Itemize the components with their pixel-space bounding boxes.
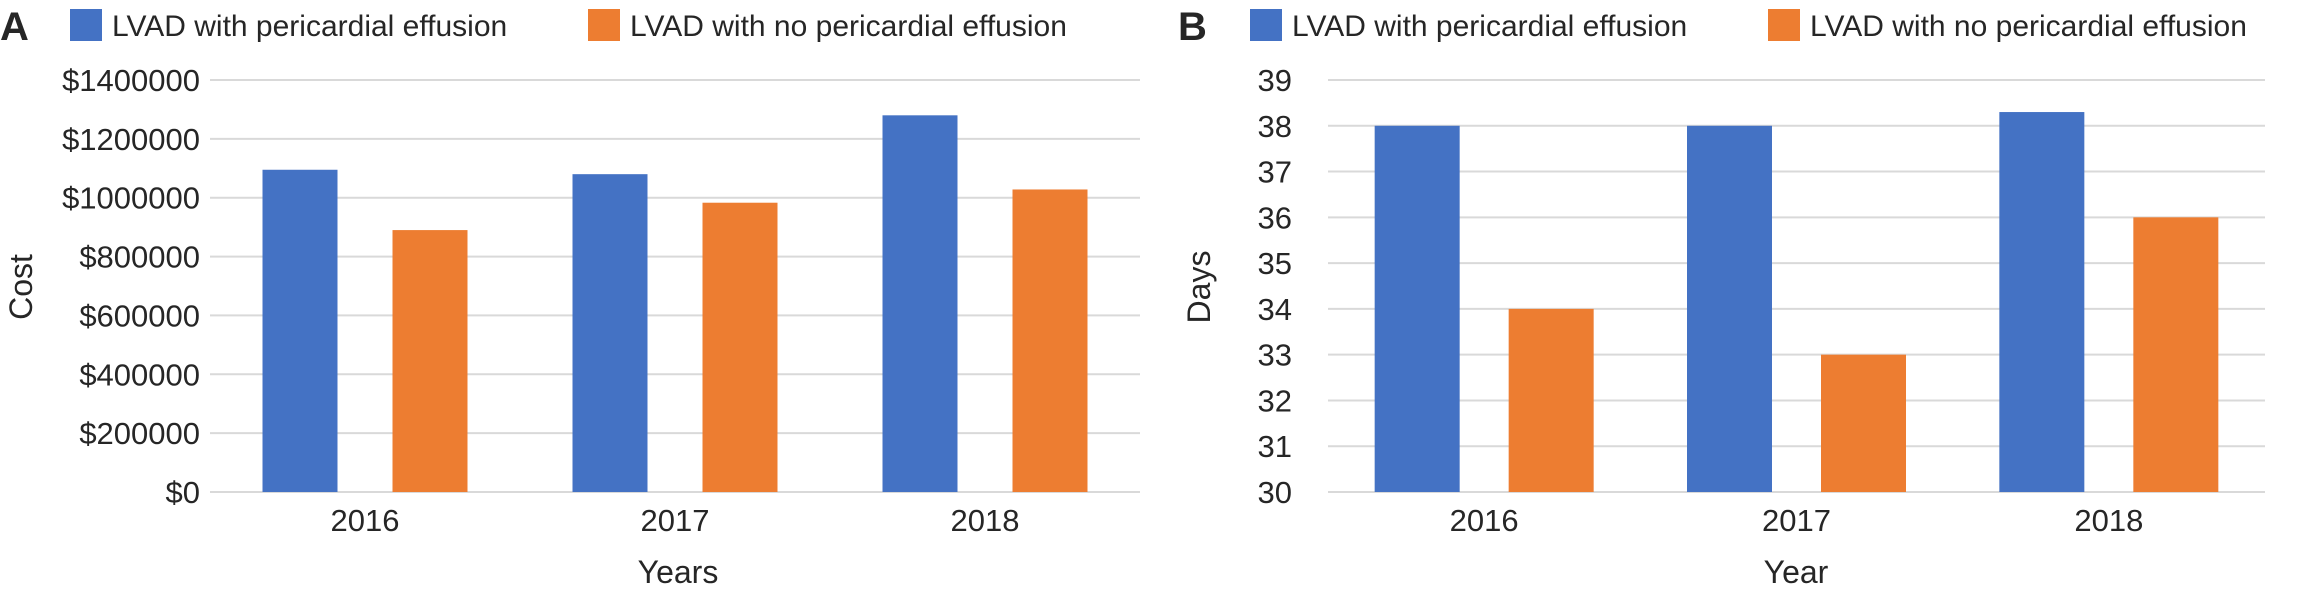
y-tick-label: $800000	[79, 240, 200, 275]
bar	[1508, 308, 1594, 492]
bar	[262, 169, 338, 492]
y-axis-title: Cost	[3, 254, 39, 320]
y-tick-label: $200000	[79, 416, 200, 451]
x-tick-label: 2017	[641, 503, 710, 538]
bar	[882, 115, 958, 493]
x-tick-label: 2018	[2074, 503, 2143, 538]
x-axis-title: Year	[1764, 554, 1829, 590]
legend: LVAD with pericardial effusion LVAD with…	[70, 9, 1067, 43]
x-tick-label: 2016	[1450, 503, 1519, 538]
x-tick-label: 2016	[331, 503, 400, 538]
y-tick-label: 36	[1258, 200, 1292, 235]
y-axis-title: Days	[1181, 251, 1217, 324]
y-tick-label: 32	[1258, 383, 1292, 418]
y-tick-label: $600000	[79, 298, 200, 333]
y-tick-label: 35	[1258, 246, 1292, 281]
bar	[572, 174, 648, 492]
y-tick-label: 37	[1258, 155, 1292, 190]
legend-item: LVAD with no pericardial effusion	[1768, 9, 2247, 43]
bar	[1012, 189, 1088, 492]
bar	[2133, 217, 2219, 493]
legend-swatch	[1250, 9, 1282, 41]
legend-label: LVAD with pericardial effusion	[112, 10, 507, 43]
y-tick-label: 38	[1258, 109, 1292, 144]
y-tick-label: $400000	[79, 357, 200, 392]
legend-label: LVAD with no pericardial effusion	[630, 10, 1067, 43]
bar	[1999, 112, 2085, 493]
panel-a: A LVAD with pericardial effusion LVAD wi…	[0, 5, 1140, 590]
panel-label: A	[0, 5, 29, 49]
y-tick-label: 34	[1258, 292, 1292, 327]
legend-item: LVAD with pericardial effusion	[70, 9, 507, 43]
x-axis-title: Years	[638, 554, 719, 590]
y-tick-label: 33	[1258, 338, 1292, 373]
legend-item: LVAD with no pericardial effusion	[588, 9, 1067, 43]
legend-label: LVAD with pericardial effusion	[1292, 10, 1687, 43]
y-tick-label: $1000000	[62, 181, 200, 216]
bar	[1374, 125, 1460, 493]
bar	[392, 230, 468, 493]
y-tick-label: $1200000	[62, 122, 200, 157]
legend-swatch	[70, 9, 102, 41]
x-tick-label: 2017	[1762, 503, 1831, 538]
legend-swatch	[588, 9, 620, 41]
y-tick-label: 39	[1258, 63, 1292, 98]
bar	[1821, 354, 1906, 492]
panel-label: B	[1178, 5, 1207, 49]
y-tick-label: $1400000	[62, 63, 200, 98]
x-tick-label: 2018	[951, 503, 1020, 538]
legend-item: LVAD with pericardial effusion	[1250, 9, 1687, 43]
bar	[702, 202, 778, 492]
legend-label: LVAD with no pericardial effusion	[1810, 10, 2247, 43]
panel-b: B LVAD with pericardial effusion LVAD wi…	[1178, 5, 2265, 590]
legend: LVAD with pericardial effusion LVAD with…	[1250, 9, 2247, 43]
bar	[1687, 125, 1772, 493]
y-tick-label: $0	[166, 475, 200, 510]
legend-swatch	[1768, 9, 1800, 41]
y-tick-label: 31	[1258, 429, 1292, 464]
y-tick-label: 30	[1258, 475, 1292, 510]
